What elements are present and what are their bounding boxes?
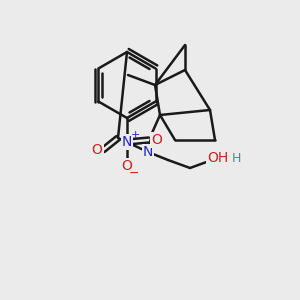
Text: OH: OH bbox=[207, 151, 229, 165]
Text: −: − bbox=[129, 167, 139, 179]
Text: O: O bbox=[92, 143, 102, 157]
Text: +: + bbox=[130, 130, 140, 140]
Text: N: N bbox=[143, 145, 153, 159]
Text: O: O bbox=[152, 133, 162, 147]
Text: N: N bbox=[122, 135, 132, 149]
Text: O: O bbox=[122, 159, 132, 173]
Text: H: H bbox=[231, 152, 241, 164]
